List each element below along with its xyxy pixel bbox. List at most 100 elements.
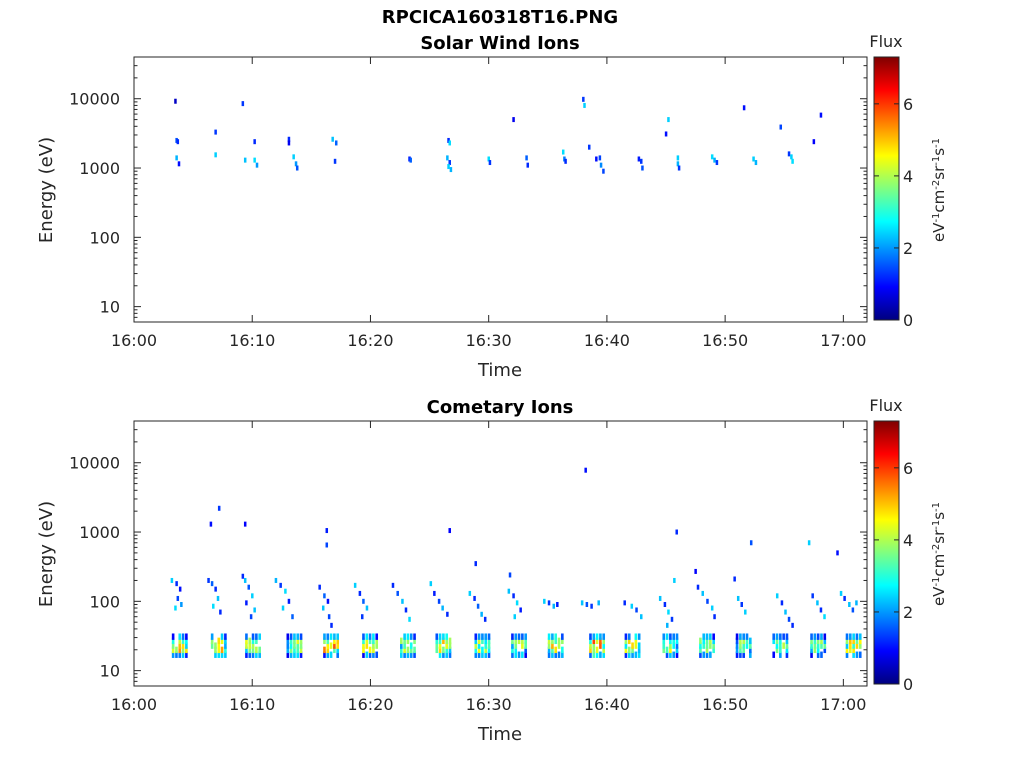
data-point — [279, 582, 282, 588]
band-cell — [709, 642, 712, 649]
band-cell — [286, 633, 290, 640]
band-cell — [289, 651, 293, 658]
band-cell — [669, 646, 672, 654]
band-column — [362, 633, 379, 658]
band-cell — [745, 642, 749, 649]
band-cell — [333, 642, 336, 649]
band-cell — [438, 633, 442, 640]
data-point — [507, 588, 511, 594]
data-point — [667, 117, 670, 123]
data-point — [556, 601, 559, 607]
band-cell — [745, 637, 749, 645]
band-cell — [329, 651, 333, 658]
x-tick-label: 16:10 — [229, 331, 275, 350]
data-point — [241, 101, 245, 107]
band-cell — [772, 637, 776, 645]
band-cell — [251, 642, 255, 649]
band-cell — [326, 637, 330, 645]
band-cell — [336, 637, 340, 645]
band-cell — [779, 642, 782, 649]
band-cell — [599, 633, 602, 640]
data-point — [330, 622, 333, 628]
data-point — [836, 550, 839, 556]
data-point — [175, 581, 178, 587]
band-cell — [296, 646, 300, 654]
data-point — [512, 117, 515, 123]
band-cell — [400, 646, 403, 654]
band-column — [547, 633, 564, 658]
data-point — [736, 595, 740, 601]
band-cell — [368, 637, 372, 645]
data-point — [749, 540, 753, 546]
band-cell — [438, 637, 442, 645]
band-cell — [375, 651, 379, 658]
band-cell — [514, 633, 518, 640]
band-cell — [675, 637, 679, 645]
data-point — [664, 131, 668, 137]
data-point — [744, 609, 747, 615]
y-tick-label: 100 — [89, 228, 120, 247]
band-cell — [595, 646, 599, 654]
data-point — [333, 158, 337, 164]
band-cell — [286, 646, 290, 654]
data-point — [358, 590, 362, 596]
band-cell — [589, 651, 592, 658]
band-column — [474, 633, 491, 658]
band-cell — [599, 642, 602, 649]
band-cell — [484, 646, 488, 654]
band-cell — [779, 633, 782, 640]
band-cell — [409, 646, 413, 654]
colorbar-tick-label: 4 — [903, 531, 913, 550]
band-cell — [742, 642, 745, 649]
data-point — [696, 584, 700, 590]
data-point — [630, 603, 634, 609]
data-point — [658, 595, 662, 601]
data-point — [180, 601, 183, 607]
band-cell — [255, 651, 258, 658]
band-cell — [517, 651, 521, 658]
band-cell — [217, 637, 221, 645]
x-axis: 16:00 16:10 16:20 16:30 16:40 16:50 17:00 — [111, 57, 866, 350]
band-cell — [702, 633, 706, 640]
band-cell — [442, 633, 445, 640]
data-point — [839, 590, 843, 596]
band-cell — [705, 637, 709, 645]
band-cell — [362, 637, 365, 645]
band-cell — [514, 642, 518, 649]
band-cell — [547, 646, 551, 654]
band-column — [245, 633, 261, 658]
data-point — [447, 137, 450, 143]
y-axis: 10 100 1000 10000 — [69, 420, 867, 687]
colorbar-title: Flux — [869, 32, 902, 51]
band-cell — [406, 637, 410, 645]
data-point — [323, 593, 326, 599]
data-point — [526, 162, 530, 168]
colorbar-tick-label: 0 — [903, 675, 913, 694]
band-cell — [592, 651, 596, 658]
band-cell — [210, 642, 214, 649]
band-cell — [816, 646, 820, 654]
data-point — [473, 595, 476, 601]
band-cell — [749, 642, 752, 649]
data-point — [214, 129, 217, 135]
band-cell — [299, 642, 303, 649]
band-cell — [286, 642, 290, 649]
data-point — [178, 586, 182, 592]
band-cell — [251, 637, 255, 645]
band-cell — [557, 637, 561, 645]
band-cell — [484, 642, 488, 649]
band-cell — [289, 642, 293, 649]
band-cell — [672, 633, 676, 640]
data-point — [476, 603, 480, 609]
data-point — [713, 157, 716, 163]
band-cell — [299, 646, 303, 654]
x-tick-label: 17:00 — [820, 331, 866, 350]
band-cell — [589, 642, 592, 649]
colorbar-tick-label: 2 — [903, 239, 913, 258]
band-cell — [293, 651, 296, 658]
colorbar-title: Flux — [869, 396, 902, 415]
data-point — [176, 139, 180, 145]
band-cell — [551, 633, 554, 640]
data-point — [294, 161, 298, 167]
band-column — [286, 633, 303, 658]
